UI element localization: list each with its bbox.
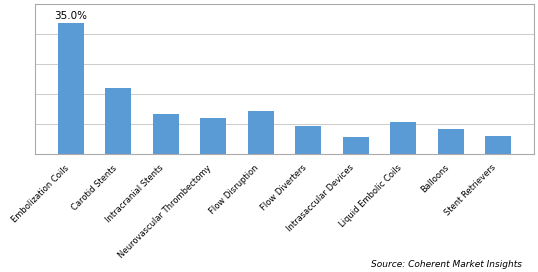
Bar [390,122,416,153]
Bar [200,118,226,153]
Text: 35.0%: 35.0% [54,11,87,21]
Bar [343,137,369,153]
Bar [105,88,131,153]
Bar [58,23,84,153]
Bar [485,136,511,153]
Bar [153,114,179,153]
Bar [437,129,464,153]
Bar [295,125,321,153]
Bar [247,111,274,153]
Text: Source: Coherent Market Insights: Source: Coherent Market Insights [371,260,522,269]
